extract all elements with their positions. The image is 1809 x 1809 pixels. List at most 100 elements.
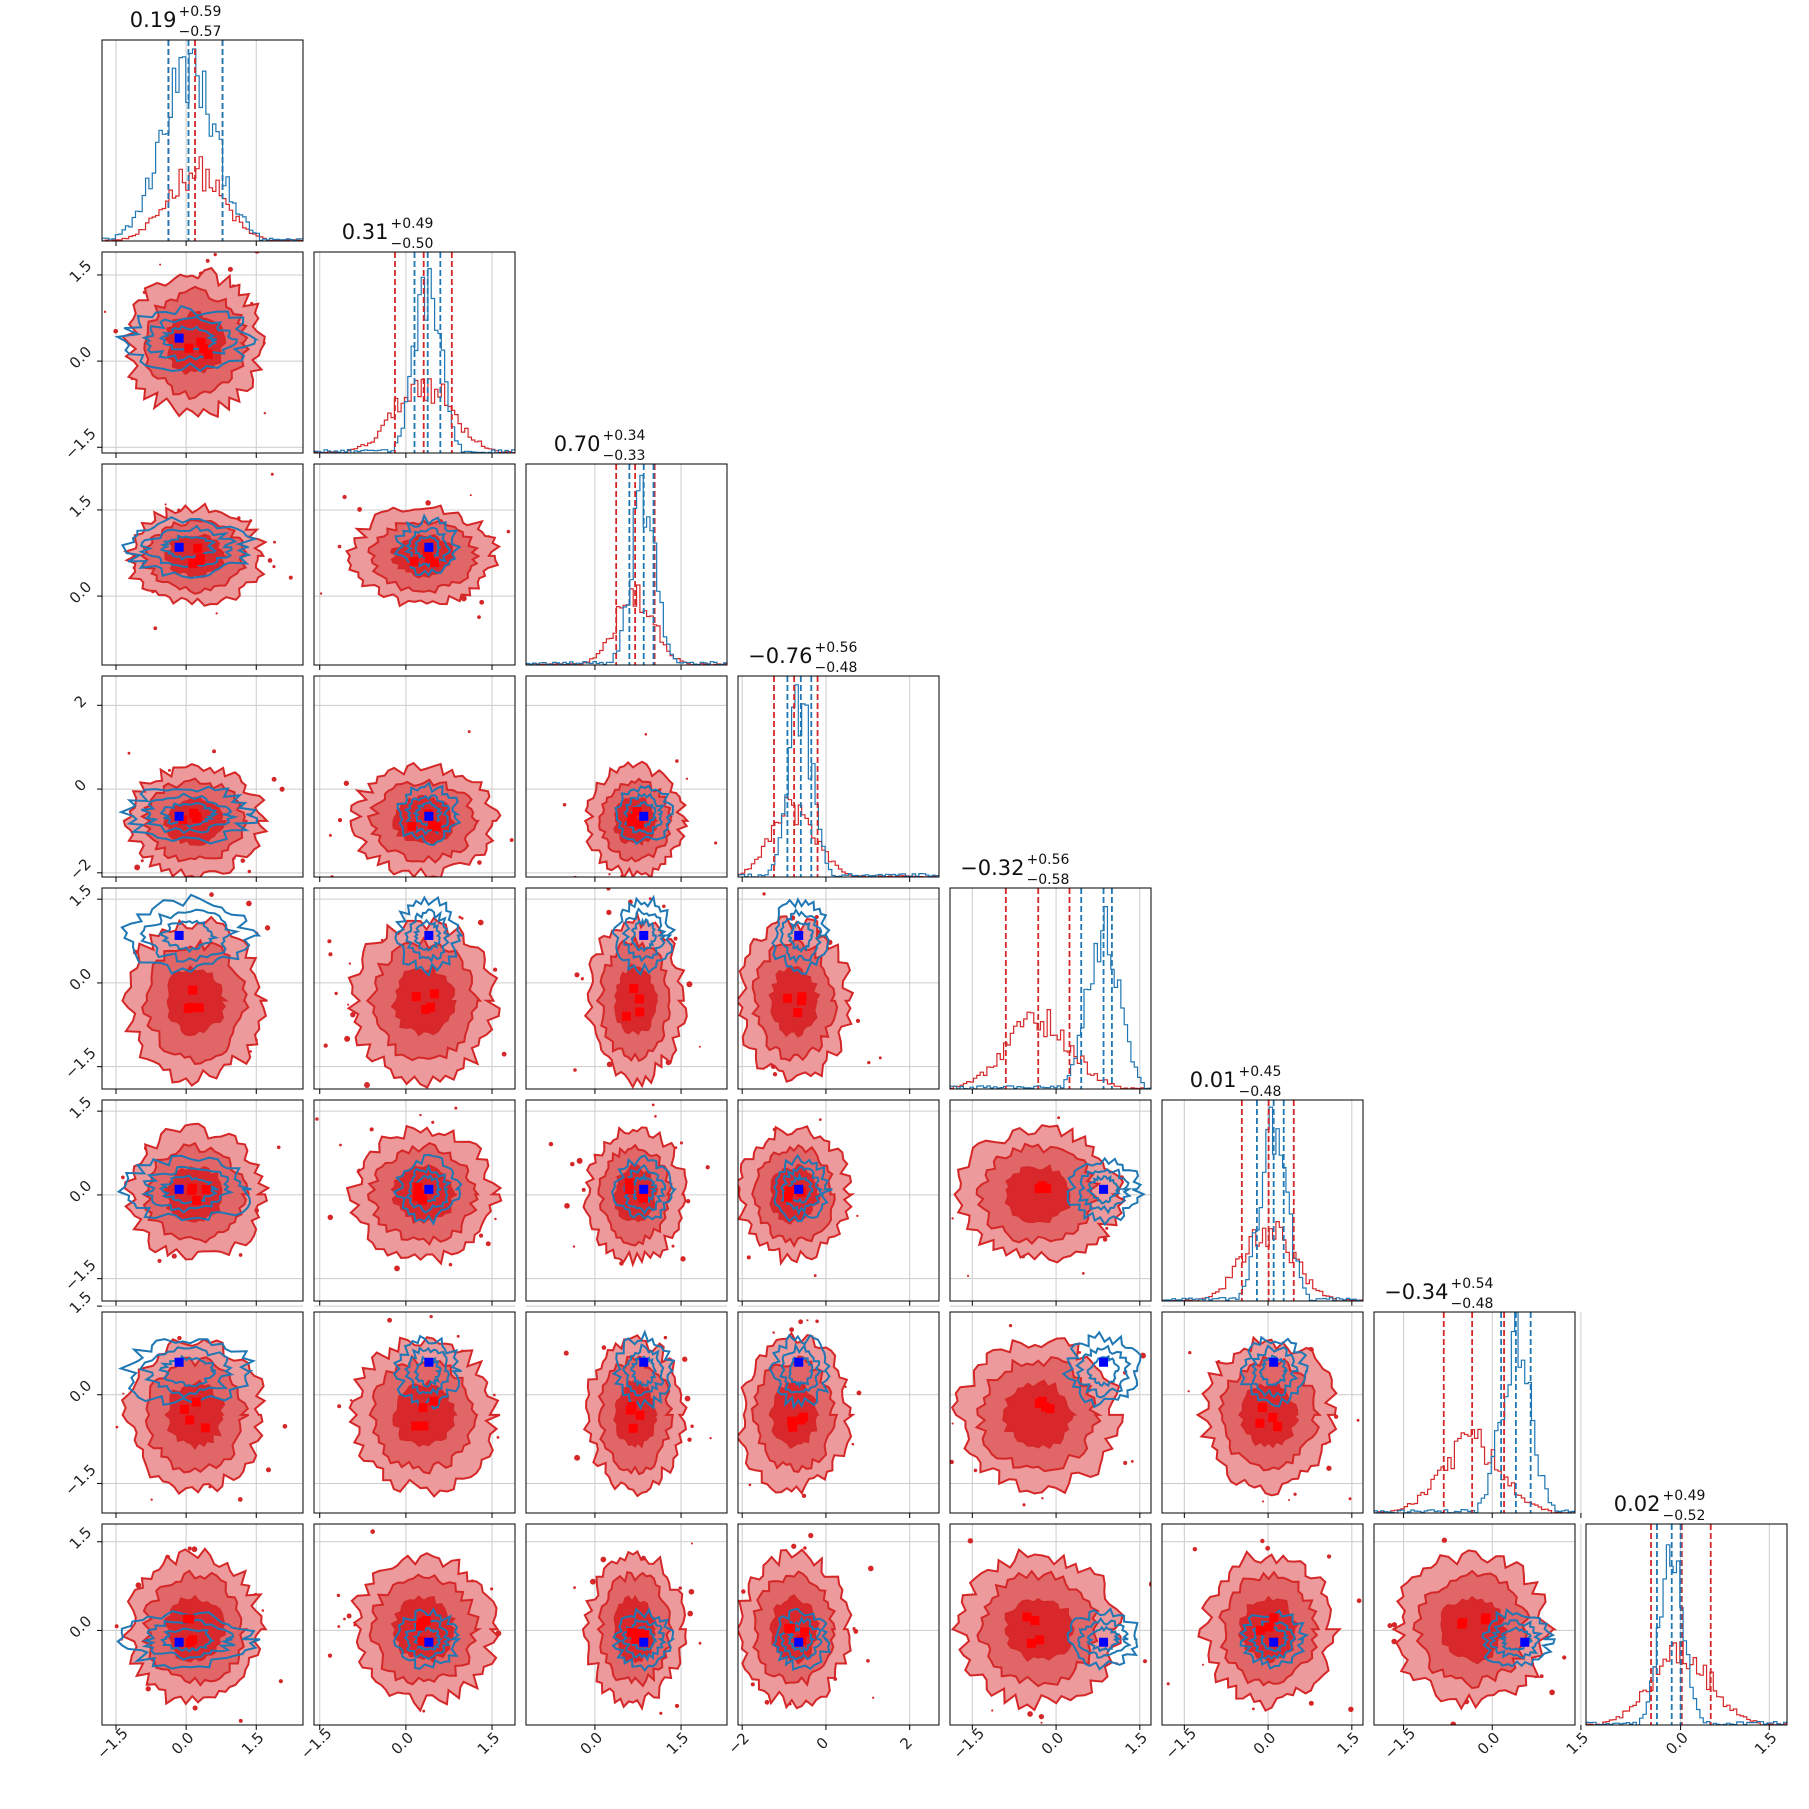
panel-frame [313, 1523, 516, 1726]
prior-marker [625, 1405, 635, 1415]
prior-sample-point [533, 1407, 536, 1410]
prior-sample-point [1348, 1706, 1354, 1713]
param-minus-error: −0.48 [1451, 1296, 1494, 1312]
prior-sample-point [278, 1679, 283, 1684]
prior-sample-point [238, 1253, 243, 1257]
prior-sample-point [327, 939, 332, 944]
prior-sample-point [237, 1497, 243, 1502]
prior-sample-point [493, 967, 498, 972]
prior-sample-point [485, 1241, 491, 1247]
grid [741, 676, 911, 877]
prior-sample-point [140, 859, 144, 863]
prior-marker [430, 558, 440, 568]
truth-marker [424, 542, 434, 552]
prior-sample-point [1081, 1271, 1085, 1275]
prior-sample-point [764, 1699, 770, 1705]
prior-marker [639, 1193, 649, 1203]
x-tick-label: −1.5 [93, 1724, 131, 1762]
prior-sample-point [103, 310, 107, 313]
prior-marker [427, 820, 437, 830]
posterior-contour [159, 802, 219, 828]
prior-marker [624, 1178, 634, 1188]
posterior-contour [117, 1338, 257, 1406]
posterior-histogram [102, 48, 303, 241]
prior-sample-point [748, 1483, 752, 1487]
posterior-contour [413, 918, 442, 952]
param-median-title: −0.32 [960, 856, 1024, 880]
prior-contour-inner [1002, 1379, 1078, 1449]
prior-sample-point [671, 1244, 675, 1248]
prior-sample-point [855, 1018, 861, 1023]
prior-marker [1272, 1422, 1282, 1432]
panel-frame [525, 675, 728, 878]
prior-sample-point [1539, 1674, 1544, 1679]
posterior-contour [116, 1610, 261, 1670]
prior-marker [417, 1636, 427, 1646]
prior-sample-point [856, 1214, 859, 1218]
prior-marker [191, 1397, 201, 1407]
prior-sample-point [589, 1578, 596, 1585]
x-tick-label: 1.5 [1563, 1729, 1593, 1759]
truth-marker [1520, 1637, 1530, 1647]
prior-marker [1026, 1638, 1036, 1648]
param-plus-error: +0.56 [815, 640, 858, 656]
prior-sample-point [337, 1404, 342, 1409]
prior-sample-point [496, 1435, 500, 1439]
y-tick-label: 0.0 [66, 578, 96, 608]
prior-sample-point [1192, 1546, 1198, 1552]
prior-sample-point [249, 1050, 252, 1053]
prior-contour-inner [769, 1163, 821, 1225]
contour-panel-6-0: −1.5 0.0 1.5 [61, 1288, 304, 1518]
x-tick-label: −1.5 [1162, 1724, 1200, 1762]
prior-sample-point [619, 1261, 624, 1266]
panel-frame [313, 887, 516, 1090]
prior-marker [184, 343, 194, 353]
prior-marker [628, 1423, 638, 1433]
truth-marker [174, 542, 184, 552]
prior-marker [784, 1186, 794, 1196]
panel-frame [101, 39, 304, 242]
prior-sample-point [1105, 1226, 1109, 1230]
prior-sample-point [674, 1703, 680, 1708]
prior-sample-point [157, 1258, 162, 1263]
truth-marker [639, 1184, 649, 1194]
x-tick-label: −2 [724, 1729, 752, 1757]
prior-sample-point [866, 1659, 870, 1663]
prior-sample-point [572, 1245, 576, 1248]
prior-sample-point [801, 1493, 807, 1499]
prior-contour-inner [1004, 1164, 1071, 1224]
prior-sample-point [1123, 1460, 1128, 1465]
prior-sample-point [337, 1625, 341, 1628]
prior-sample-point [1078, 1350, 1082, 1354]
truth-marker [174, 1357, 184, 1367]
truth-marker [174, 930, 184, 940]
panel-frame [101, 887, 304, 1090]
prior-sample-point [328, 952, 333, 957]
posterior-contour [1250, 1344, 1300, 1399]
prior-sample-point [134, 864, 141, 871]
prior-sample-point [490, 1587, 494, 1591]
prior-sample-point [1391, 1622, 1398, 1628]
x-tick-label: 0.0 [1474, 1729, 1504, 1759]
param-median-title: 0.01 [1190, 1068, 1237, 1092]
prior-sample-point [121, 1175, 125, 1180]
param-median-title: −0.76 [748, 644, 812, 668]
prior-marker [413, 1182, 423, 1192]
contour-panel-5-0: −1.50.01.5 [61, 1093, 304, 1306]
prior-sample-point [516, 784, 519, 787]
prior-sample-point [761, 1521, 767, 1527]
prior-sample-point [818, 1118, 822, 1121]
prior-sample-point [1022, 1503, 1026, 1507]
prior-sample-point [709, 875, 715, 881]
prior-contour-inner [613, 1380, 658, 1449]
prior-histogram [102, 156, 303, 241]
prior-marker [1045, 1404, 1055, 1414]
prior-sample-point [328, 833, 332, 837]
prior-marker [635, 1007, 645, 1017]
posterior-contour [139, 908, 241, 963]
prior-sample-point [519, 1006, 523, 1010]
prior-sample-point [212, 749, 216, 754]
prior-sample-point [191, 1546, 198, 1553]
posterior-contour [623, 1164, 666, 1216]
posterior-contour [778, 1615, 823, 1661]
